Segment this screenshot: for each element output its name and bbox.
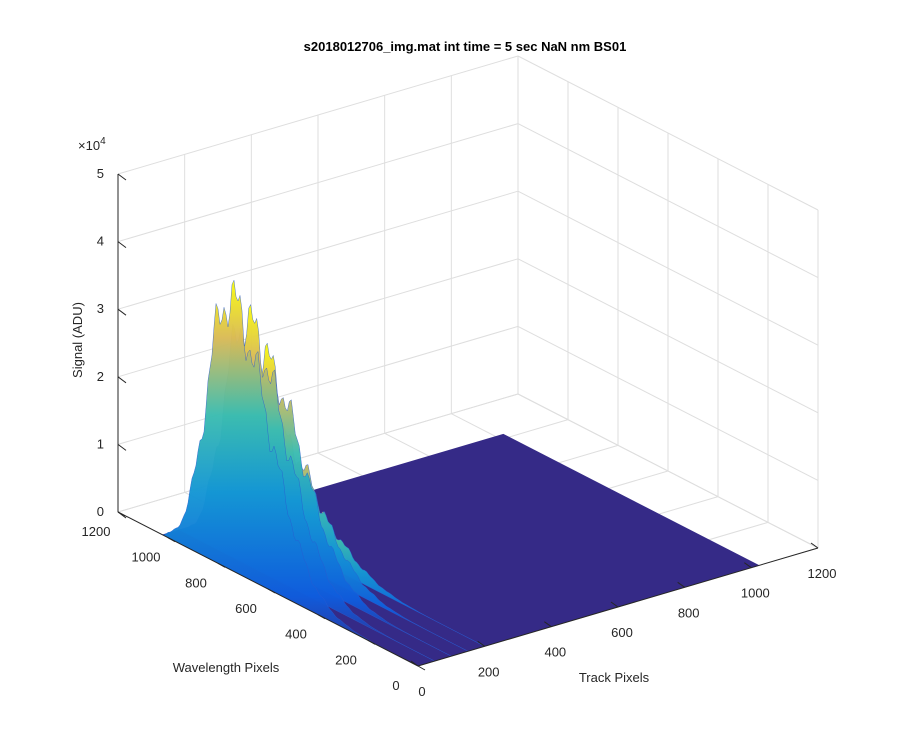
x-tick-mark <box>544 621 552 628</box>
x-tick-label: 800 <box>678 605 700 620</box>
grid-line <box>117 258 519 378</box>
x-tick-label: 1200 <box>808 566 837 581</box>
y-tick-label: 600 <box>235 601 257 616</box>
tick-labels: 0200400600800100012000200400600800100012… <box>82 166 837 699</box>
x-tick-mark <box>810 542 819 549</box>
z-tick-mark <box>117 511 127 519</box>
grid-line <box>517 123 819 279</box>
z-tick-mark <box>117 241 127 249</box>
z-tick-mark <box>117 173 127 181</box>
y-tick-mark <box>167 537 176 543</box>
y-axis-label: Wavelength Pixels <box>173 660 280 675</box>
grid-line <box>117 123 519 243</box>
x-tick-label: 1000 <box>741 586 770 601</box>
x-tick-mark <box>477 640 485 647</box>
x-tick-label: 600 <box>611 625 633 640</box>
z-tick-label: 5 <box>97 166 104 181</box>
x-tick-mark <box>410 660 419 667</box>
z-tick-mark <box>117 376 127 384</box>
x-tick-mark <box>744 562 752 569</box>
grid-line <box>117 55 519 175</box>
x-tick-mark <box>677 581 685 588</box>
y-tick-label: 1200 <box>82 524 111 539</box>
y-tick-mark <box>367 639 376 645</box>
y-tick-label: 1000 <box>132 550 161 565</box>
grid-line <box>117 393 519 513</box>
z-tick-mark <box>117 443 127 451</box>
y-tick-mark <box>317 614 326 620</box>
grid-line <box>117 325 519 445</box>
grid-line <box>517 55 819 211</box>
x-axis-label: Track Pixels <box>579 670 650 685</box>
x-tick-label: 0 <box>418 684 425 699</box>
grid-line <box>517 258 819 414</box>
y-tick-label: 800 <box>185 575 207 590</box>
z-tick-label: 2 <box>97 369 104 384</box>
x-tick-label: 200 <box>478 664 500 679</box>
y-tick-label: 400 <box>285 627 307 642</box>
y-tick-label: 200 <box>335 652 357 667</box>
z-multiplier: ×104 <box>78 136 106 153</box>
z-tick-label: 1 <box>97 436 104 451</box>
grid-line <box>517 325 819 481</box>
x-tick-label: 400 <box>544 645 566 660</box>
z-axis-label: Signal (ADU) <box>70 302 85 378</box>
y-tick-mark <box>267 588 276 594</box>
surface-data <box>161 279 760 667</box>
z-tick-label: 3 <box>97 301 104 316</box>
z-tick-label: 0 <box>97 504 104 519</box>
grid-line <box>517 190 819 346</box>
x-tick-mark <box>610 601 619 608</box>
y-tick-mark <box>417 665 426 671</box>
chart-title: s2018012706_img.mat int time = 5 sec NaN… <box>304 39 627 54</box>
y-tick-label: 0 <box>392 678 399 693</box>
y-tick-mark <box>217 562 226 568</box>
z-tick-label: 4 <box>97 234 104 249</box>
z-tick-mark <box>117 308 127 316</box>
grid-line <box>117 190 519 310</box>
grid-line <box>517 393 819 549</box>
